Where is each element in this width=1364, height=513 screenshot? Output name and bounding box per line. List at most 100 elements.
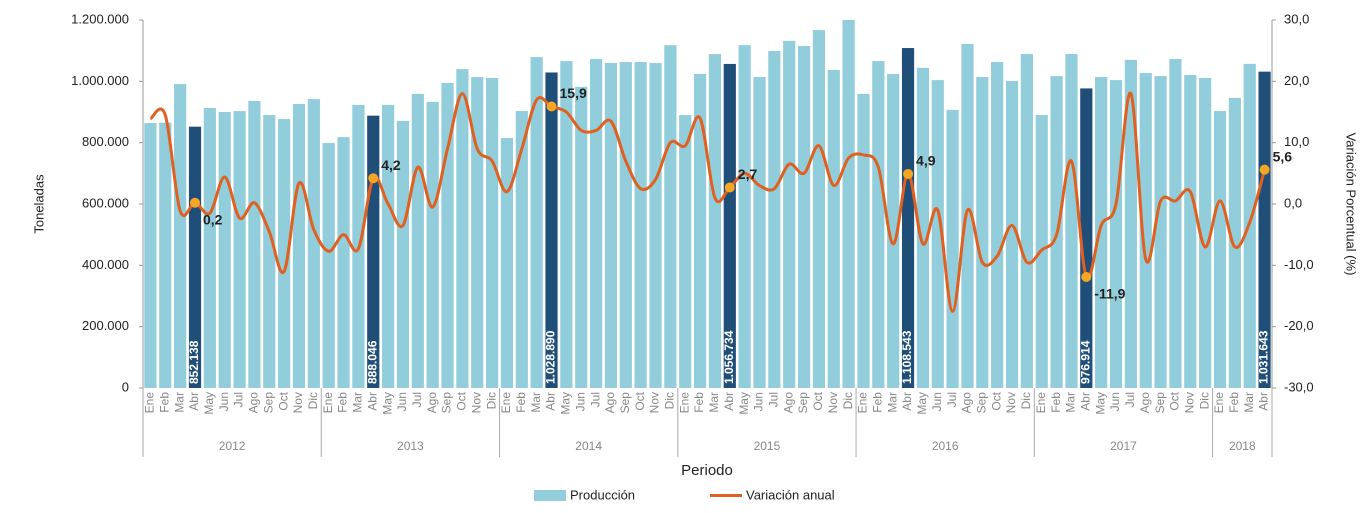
month-label: Nov (469, 392, 483, 413)
y-tick-label: 0 (122, 379, 129, 394)
year-label: 2015 (754, 439, 781, 453)
bar (486, 77, 499, 389)
month-label: Dic (1197, 392, 1211, 409)
bar (916, 67, 929, 388)
bar (233, 111, 246, 388)
bar-value-label: 1.028.890 (544, 330, 558, 384)
line-marker (368, 173, 379, 184)
month-label: Sep (261, 392, 275, 414)
bar (292, 104, 306, 388)
month-label: Sep (1153, 392, 1167, 414)
month-label: Jul (1123, 392, 1137, 407)
bar (322, 142, 335, 388)
x-axis-title: Periodo (681, 462, 733, 479)
y2-axis-title: Variación Porcentual (%) (1344, 133, 1359, 276)
month-label: Feb (514, 392, 528, 413)
bar (337, 137, 350, 388)
month-label: Jun (930, 392, 944, 411)
month-label: Feb (692, 392, 706, 413)
bar (218, 112, 231, 388)
bar (887, 73, 900, 389)
month-label: Mar (707, 392, 721, 413)
bar (1184, 74, 1197, 388)
bar (783, 40, 796, 388)
month-label: Mar (885, 392, 899, 413)
line-value-label: 15,9 (560, 85, 587, 101)
bar (530, 57, 543, 389)
month-label: Abr (365, 392, 379, 411)
bar (456, 69, 469, 389)
month-label: Sep (618, 392, 632, 414)
y2-tick-label: 10,0 (1284, 134, 1309, 149)
bar (649, 62, 662, 388)
bar-value-label: 1.108.543 (900, 330, 914, 384)
bar (396, 120, 410, 388)
month-label: Ene (321, 392, 335, 414)
month-label: Jul (410, 392, 424, 407)
bar (619, 62, 632, 388)
month-label: Jul (945, 392, 959, 407)
y-tick-label: 800.000 (82, 134, 129, 149)
month-label: Ene (1212, 392, 1226, 414)
month-label: Jun (573, 392, 587, 411)
bar (1258, 71, 1271, 388)
month-label: Abr (544, 392, 558, 411)
month-label: Ene (856, 392, 870, 414)
bar-value-label: 852.138 (187, 340, 201, 384)
month-label: Mar (1242, 392, 1256, 413)
month-label: Jun (395, 392, 409, 411)
bar-value-label: 1.031.643 (1257, 330, 1271, 384)
y-tick-label: 600.000 (82, 195, 129, 210)
month-label: Feb (157, 392, 171, 413)
year-label: 2017 (1110, 439, 1137, 453)
month-label: Sep (796, 392, 810, 414)
bar (382, 104, 395, 389)
month-label: Abr (722, 392, 736, 411)
bar (1139, 73, 1152, 388)
month-label: Abr (187, 392, 201, 411)
line-value-label: 5,6 (1273, 148, 1293, 164)
bar (248, 100, 261, 389)
bar-value-label: 1.056.734 (722, 330, 736, 384)
month-label: Ene (143, 392, 157, 414)
month-label: May (559, 392, 573, 415)
bar (545, 72, 558, 389)
y2-tick-label: 20,0 (1284, 73, 1309, 88)
bar (589, 58, 603, 389)
month-label: Jul (767, 392, 781, 407)
month-label: Ago (781, 392, 795, 414)
line-marker (903, 168, 914, 179)
bar-value-label: 976.914 (1078, 340, 1092, 384)
bar (1005, 81, 1019, 388)
legend-label: Variación anual (746, 487, 835, 502)
month-label: Oct (989, 391, 1003, 410)
month-label: Feb (336, 392, 350, 413)
month-label: Abr (1257, 392, 1271, 411)
month-label: May (202, 392, 216, 415)
month-label: Sep (440, 392, 454, 414)
bar (203, 108, 216, 388)
line-marker (1081, 271, 1092, 282)
month-label: Ene (499, 392, 513, 414)
y-tick-label: 200.000 (82, 318, 129, 333)
month-label: Ene (677, 392, 691, 414)
bar (500, 138, 514, 388)
legend-swatch (534, 490, 566, 501)
month-label: Mar (529, 392, 543, 413)
bar (961, 43, 974, 389)
month-label: May (1093, 392, 1107, 415)
month-label: May (380, 392, 394, 415)
bar (634, 62, 647, 388)
bar (307, 99, 320, 389)
month-label: Nov (1004, 392, 1018, 413)
bar (872, 61, 885, 389)
month-label: Dic (663, 392, 677, 409)
month-label: Oct (633, 391, 647, 410)
bar (188, 126, 202, 389)
bar (1154, 76, 1167, 389)
bar (144, 123, 157, 388)
y-tick-label: 1.000.000 (71, 73, 129, 88)
bar (1020, 54, 1033, 388)
year-label: 2012 (219, 439, 246, 453)
bar (411, 93, 424, 388)
